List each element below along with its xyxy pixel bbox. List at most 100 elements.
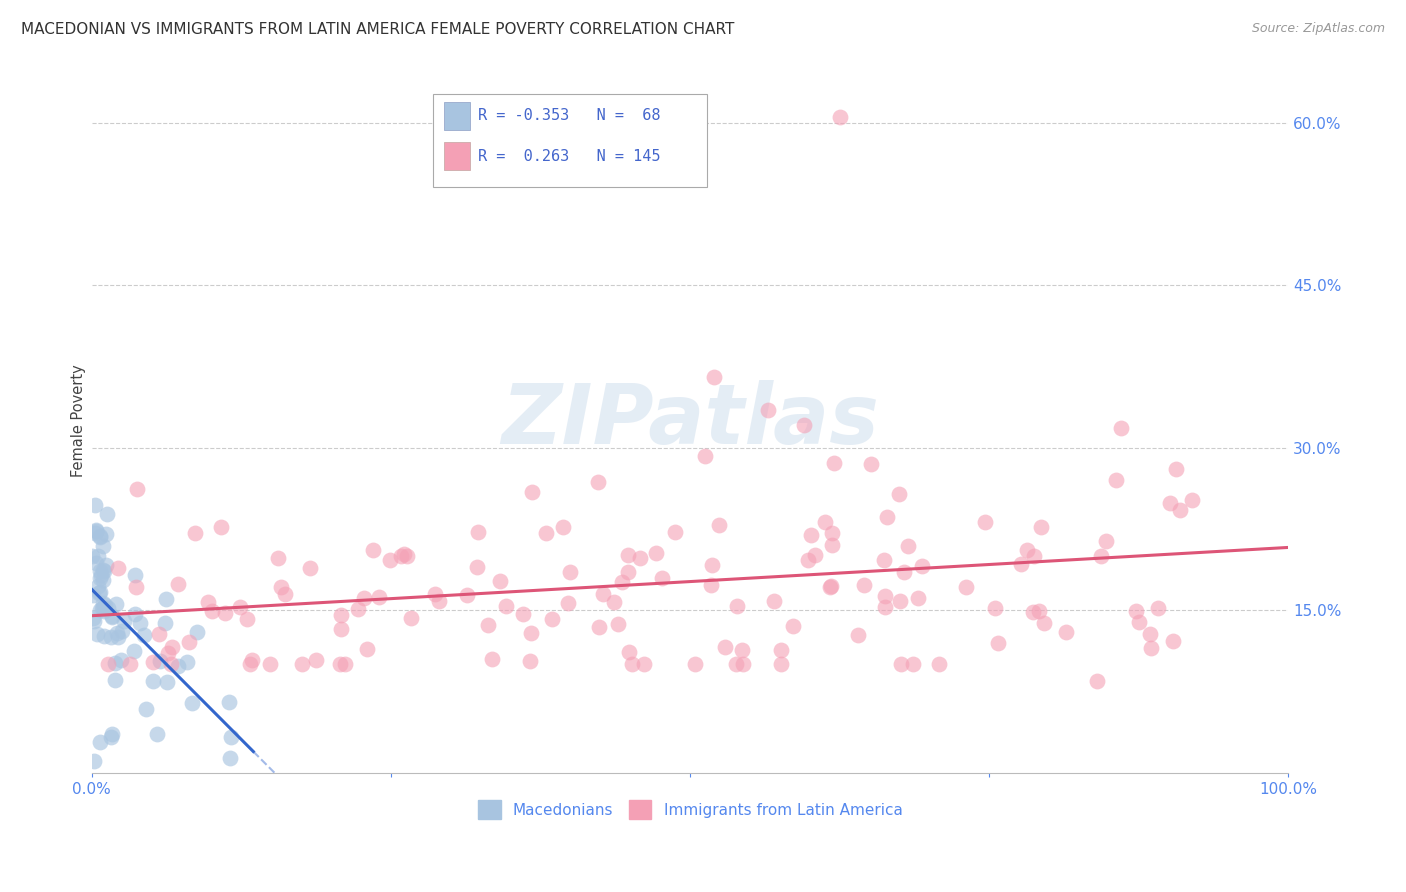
Text: ZIPatlas: ZIPatlas xyxy=(501,380,879,461)
Point xyxy=(889,594,911,608)
Point xyxy=(179,635,201,649)
Point xyxy=(330,607,353,622)
Point xyxy=(356,642,378,657)
Point xyxy=(128,615,150,630)
Point xyxy=(664,524,686,539)
Point xyxy=(1015,542,1038,557)
Point xyxy=(520,485,543,500)
Point xyxy=(928,657,950,672)
Point xyxy=(683,657,706,672)
Point xyxy=(353,591,375,606)
Point xyxy=(105,597,128,611)
Point xyxy=(367,590,389,604)
Point xyxy=(481,651,503,665)
Point xyxy=(378,553,401,567)
Point xyxy=(423,587,446,601)
Point xyxy=(155,615,177,630)
Point xyxy=(520,626,543,640)
Point xyxy=(1128,615,1150,629)
Point xyxy=(89,585,111,599)
Point xyxy=(853,577,876,591)
Point xyxy=(465,560,488,574)
Point xyxy=(820,525,842,540)
Point xyxy=(124,568,146,582)
Point xyxy=(1022,549,1045,564)
Point xyxy=(149,654,172,668)
Point xyxy=(86,627,108,641)
Point xyxy=(176,655,198,669)
Point xyxy=(274,587,297,601)
Point xyxy=(97,601,120,615)
Point xyxy=(1109,420,1132,434)
Point xyxy=(399,611,422,625)
Point xyxy=(96,507,118,521)
Point xyxy=(793,418,815,433)
Point xyxy=(87,579,110,593)
Point xyxy=(84,523,107,537)
Point xyxy=(1010,557,1032,571)
Point xyxy=(820,579,842,593)
Point xyxy=(512,607,534,621)
Point xyxy=(799,527,821,541)
Point xyxy=(558,565,581,579)
Point xyxy=(89,565,111,579)
Point xyxy=(731,657,754,672)
Point xyxy=(707,518,730,533)
Point xyxy=(1146,600,1168,615)
Point xyxy=(1056,624,1078,639)
Point xyxy=(987,636,1010,650)
Point xyxy=(89,735,111,749)
Point xyxy=(229,599,252,614)
Point xyxy=(156,675,179,690)
Point xyxy=(876,509,898,524)
Point xyxy=(1168,502,1191,516)
Point xyxy=(82,549,104,563)
Point xyxy=(180,696,202,710)
Point xyxy=(100,730,122,744)
Point xyxy=(617,644,640,658)
Point xyxy=(142,674,165,689)
Point xyxy=(1125,604,1147,618)
Point xyxy=(1159,496,1181,510)
Point xyxy=(873,590,896,604)
Point xyxy=(901,657,924,672)
Point xyxy=(796,553,818,567)
Point xyxy=(1095,534,1118,549)
Point xyxy=(702,558,724,573)
Point xyxy=(218,695,240,709)
Point xyxy=(907,591,929,606)
Point xyxy=(803,548,825,562)
Point xyxy=(167,577,190,591)
Point xyxy=(541,612,564,626)
Point xyxy=(89,602,111,616)
Point xyxy=(633,657,655,672)
Point xyxy=(770,657,793,672)
Point xyxy=(1181,492,1204,507)
Point xyxy=(782,619,804,633)
Point xyxy=(197,594,219,608)
Point xyxy=(97,657,120,672)
Point xyxy=(477,618,499,632)
Point xyxy=(132,628,155,642)
Point xyxy=(1140,640,1163,655)
Point xyxy=(456,588,478,602)
Point xyxy=(725,657,748,672)
Point xyxy=(695,449,717,463)
Point xyxy=(897,539,920,553)
Point xyxy=(107,630,129,644)
Point xyxy=(83,614,105,628)
Point xyxy=(588,620,610,634)
Point xyxy=(551,520,574,534)
Point xyxy=(298,560,321,574)
Point xyxy=(821,539,844,553)
Point xyxy=(93,563,115,577)
Point xyxy=(91,539,114,553)
Point xyxy=(1105,473,1128,487)
Point xyxy=(603,595,626,609)
Point xyxy=(495,599,517,614)
Point xyxy=(100,727,122,741)
Point xyxy=(148,627,170,641)
Point xyxy=(93,630,115,644)
Text: R = -0.353   N =  68: R = -0.353 N = 68 xyxy=(478,109,661,123)
Point xyxy=(1164,462,1187,476)
